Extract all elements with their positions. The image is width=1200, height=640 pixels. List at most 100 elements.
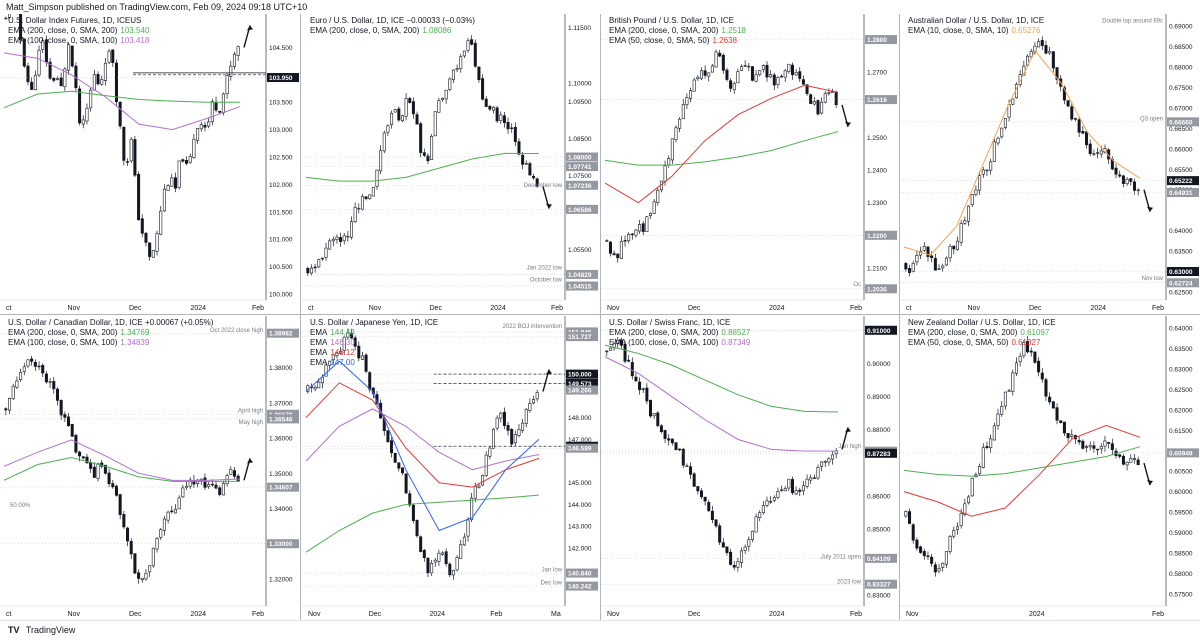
chart-panel-gbpusd[interactable]: 1.2800 1.2700 1.2616 1.2500 1.2400 1.2300 1.22… [601,14,898,314]
chart-legend: New Zealand Dollar / U.S. Dollar, 1D, IC… [908,318,1056,348]
x-tick-label: Nov [369,305,382,312]
candle [173,172,177,193]
tradingview-logo-icon[interactable]: TV [8,625,20,635]
price-tag [1167,176,1199,186]
candle [948,244,952,263]
candle [1040,36,1044,51]
legend-entry[interactable]: EMA (100, close, 0, SMA, 100) 0.87349 [609,338,750,348]
candle [823,460,827,468]
chart-panel-usdchf[interactable]: 0.910000.900000.890000.880000.873470.872… [601,316,898,620]
candle [188,153,192,164]
candle [221,480,225,496]
candle [70,423,74,437]
chart-panel-dxy[interactable]: 104.500104.000103.500103.000102.500102.0… [0,14,300,314]
candle [1110,438,1114,455]
legend-entry[interactable]: EMA (200, close, 0, SMA, 200) 1.34769 [8,328,213,338]
candle [364,195,368,201]
candle [678,448,682,452]
legend-label: EMA (50, close, 0, SMA, 50) [908,338,1009,347]
candle [989,158,993,175]
footer-brand[interactable]: TradingView [25,625,76,635]
y-tick-label: 0.88000 [867,427,891,434]
candle [904,262,908,272]
candle [181,484,185,498]
ema-line [305,382,540,488]
legend-entry[interactable]: EMA (50, close, 0, SMA, 50) 0.61327 [908,338,1056,348]
candle [408,96,412,104]
candle [133,553,137,574]
legend-entry[interactable]: EMA (200, close, 0, SMA, 200) 1.08086 [310,26,475,36]
y-tick-label: 144.000 [568,502,592,509]
legend-entry[interactable]: EMA (200, close, 0, SMA, 200) 103.540 [8,26,149,36]
chart-canvas-usdcad[interactable]: 1.389821.380001.370001.366781.365461.360… [0,316,300,620]
legend-entry[interactable]: EMA 144.43 [310,328,438,338]
legend-entry[interactable]: EMA (200, close, 0, SMA, 200) 0.88527 [609,328,750,338]
legend-entry[interactable]: EMA 146.30 [310,338,438,348]
candle [397,106,401,122]
candle [1125,176,1129,186]
candle [495,105,499,124]
candle [4,16,8,20]
legend-value: 103.540 [120,26,150,35]
chart-panel-usdcad[interactable]: 1.389821.380001.370001.366781.365461.360… [0,316,300,620]
legend-entry[interactable]: EMA 146.12 [310,348,438,358]
candle [1085,131,1089,149]
legend-entry[interactable]: EMA (50, close, 0, SMA, 50) 1.2638 [609,36,746,46]
candle [638,377,642,395]
price-tag-label: 151.727 [568,334,592,341]
candle [404,473,408,494]
candle [444,89,448,104]
candle [1070,102,1074,121]
legend-label: EMA (200, close, 0, SMA, 200) [609,328,719,337]
y-tick-label: 102.000 [269,182,293,189]
legend-entry[interactable]: EMA (200, close, 0, SMA, 200) 0.61097 [908,328,1056,338]
candle [801,75,805,85]
candle [1077,117,1081,138]
chart-canvas-usdjpy[interactable]: 151.945151.727150.000149.573149.266148.0… [302,316,599,620]
candle [809,474,813,485]
y-tick-label: 1.38000 [269,365,293,372]
chart-panel-nzdusd[interactable]: 0.64000 0.63500 0.63000 0.62500 0.62000 0.615… [900,316,1200,620]
candle [491,106,495,114]
candle [229,466,233,475]
candle [133,135,137,178]
legend-value: 0.88527 [721,328,751,337]
legend-entry[interactable]: EMA (100, close, 0, SMA, 100) 103.418 [8,36,149,46]
chart-canvas-gbpusd[interactable]: 1.2800 1.2700 1.2616 1.2500 1.2400 1.2300 1.22… [601,14,898,314]
chart-panel-audusd[interactable]: 0.69000 0.68500 0.68000 0.67500 0.67000 0.666… [900,14,1200,314]
legend-entry[interactable]: EMA 147.00 [310,358,438,368]
y-tick-label: 1.2400 [867,168,887,175]
chart-canvas-dxy[interactable]: 104.500104.000103.500103.000102.500102.0… [0,14,300,314]
candle [118,101,122,129]
x-tick-label: Dec [688,611,701,618]
candle [652,199,656,214]
candle [346,328,350,340]
chart-panel-eurusd[interactable]: 1.11500 1.10000 1.09500 1.08500 1.08000 1.077… [302,14,599,314]
candle [1033,351,1037,364]
candle [192,134,196,159]
chart-canvas-eurusd[interactable]: 1.11500 1.10000 1.09500 1.08500 1.08000 1.077… [302,14,599,314]
chart-panel-usdjpy[interactable]: 151.945151.727150.000149.573149.266148.0… [302,316,599,620]
candle [484,96,488,108]
candle [360,351,364,360]
price-tag-label: 0.66660 [1169,119,1193,126]
candle [967,494,971,505]
chart-canvas-audusd[interactable]: 0.69000 0.68500 0.68000 0.67500 0.67000 0.666… [900,14,1200,314]
candle [649,212,653,220]
candle [218,110,222,114]
legend-entry[interactable]: EMA (100, close, 0, SMA, 100) 1.34839 [8,338,213,348]
candle [317,258,321,268]
legend-entry[interactable]: EMA (10, close, 0, SMA, 10) 0.65276 [908,26,1044,36]
candle [754,513,758,533]
candle [805,474,809,489]
candle [952,245,956,255]
candle [981,443,985,469]
candle [1048,46,1052,55]
candle [16,14,18,15]
chart-canvas-usdchf[interactable]: 0.910000.900000.890000.880000.873470.872… [601,316,898,620]
legend-label: EMA [310,328,328,337]
chart-canvas-nzdusd[interactable]: 0.64000 0.63500 0.63000 0.62500 0.62000 0.615… [900,316,1200,620]
candle [122,126,126,166]
candle [30,355,34,366]
legend-entry[interactable]: EMA (200, close, 0, SMA, 200) 1.2518 [609,26,746,36]
